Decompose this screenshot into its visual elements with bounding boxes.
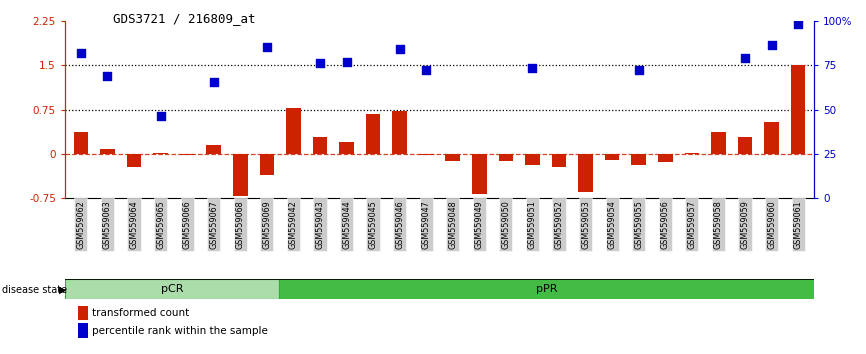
Text: GSM559063: GSM559063 — [103, 200, 112, 249]
Text: GSM559045: GSM559045 — [369, 200, 378, 249]
Text: GSM559064: GSM559064 — [130, 200, 139, 249]
Bar — [791, 65, 805, 154]
Text: GSM559053: GSM559053 — [581, 200, 590, 249]
Text: pPR: pPR — [536, 284, 557, 294]
Text: GSM559054: GSM559054 — [608, 200, 617, 249]
Bar — [260, 154, 275, 175]
Bar — [206, 144, 221, 154]
Text: GSM559057: GSM559057 — [688, 200, 696, 249]
Point — [738, 56, 752, 61]
Bar — [392, 111, 407, 154]
Point — [392, 46, 406, 52]
Bar — [631, 154, 646, 165]
Bar — [578, 154, 593, 192]
Text: GSM559047: GSM559047 — [422, 200, 430, 249]
Bar — [126, 154, 141, 167]
Point — [313, 60, 326, 65]
Bar — [499, 154, 514, 161]
Text: GSM559050: GSM559050 — [501, 200, 510, 249]
Point — [153, 113, 167, 119]
Bar — [658, 154, 673, 162]
Bar — [339, 142, 354, 154]
Text: GSM559049: GSM559049 — [475, 200, 484, 249]
Bar — [445, 154, 460, 161]
Bar — [711, 132, 726, 154]
Text: GDS3721 / 216809_at: GDS3721 / 216809_at — [113, 12, 255, 25]
Bar — [684, 153, 699, 154]
Text: disease state: disease state — [2, 285, 67, 295]
Text: GSM559058: GSM559058 — [714, 200, 723, 249]
Point — [207, 79, 221, 85]
Text: GSM559046: GSM559046 — [395, 200, 404, 249]
Bar — [180, 154, 195, 155]
Text: GSM559068: GSM559068 — [236, 200, 245, 249]
Bar — [100, 149, 115, 154]
Text: GSM559048: GSM559048 — [449, 200, 457, 249]
Text: GSM559061: GSM559061 — [793, 200, 803, 249]
Text: GSM559069: GSM559069 — [262, 200, 271, 249]
Point — [260, 44, 274, 50]
Text: GSM559067: GSM559067 — [210, 200, 218, 249]
Text: GSM559043: GSM559043 — [315, 200, 325, 249]
Bar — [738, 137, 753, 154]
Bar — [365, 114, 380, 154]
Text: transformed count: transformed count — [92, 308, 189, 318]
Point — [100, 73, 114, 79]
Text: GSM559042: GSM559042 — [289, 200, 298, 249]
Bar — [286, 108, 301, 154]
Text: pCR: pCR — [161, 284, 184, 294]
Bar — [233, 154, 248, 196]
Text: percentile rank within the sample: percentile rank within the sample — [92, 326, 268, 336]
Bar — [74, 132, 88, 154]
Text: GSM559062: GSM559062 — [76, 200, 86, 249]
Bar — [65, 279, 279, 299]
Point — [765, 42, 779, 48]
Text: GSM559065: GSM559065 — [156, 200, 165, 249]
Text: GSM559051: GSM559051 — [528, 200, 537, 249]
Bar — [419, 154, 434, 155]
Point — [792, 21, 805, 27]
Text: GSM559055: GSM559055 — [634, 200, 643, 249]
Text: ▶: ▶ — [59, 285, 67, 295]
Bar — [472, 154, 487, 194]
Text: GSM559052: GSM559052 — [554, 200, 564, 249]
Point — [632, 67, 646, 73]
Point — [339, 59, 353, 65]
Bar — [525, 154, 540, 165]
Text: GSM559066: GSM559066 — [183, 200, 191, 249]
Text: GSM559060: GSM559060 — [767, 200, 776, 249]
Point — [74, 50, 87, 55]
Bar — [279, 279, 814, 299]
Point — [419, 67, 433, 73]
Bar — [764, 122, 779, 154]
Bar — [552, 154, 566, 167]
Text: GSM559056: GSM559056 — [661, 200, 669, 249]
Text: GSM559044: GSM559044 — [342, 200, 351, 249]
Bar — [604, 154, 619, 160]
Bar — [153, 153, 168, 154]
Text: GSM559059: GSM559059 — [740, 200, 749, 249]
Point — [526, 65, 540, 71]
Bar — [313, 137, 327, 154]
